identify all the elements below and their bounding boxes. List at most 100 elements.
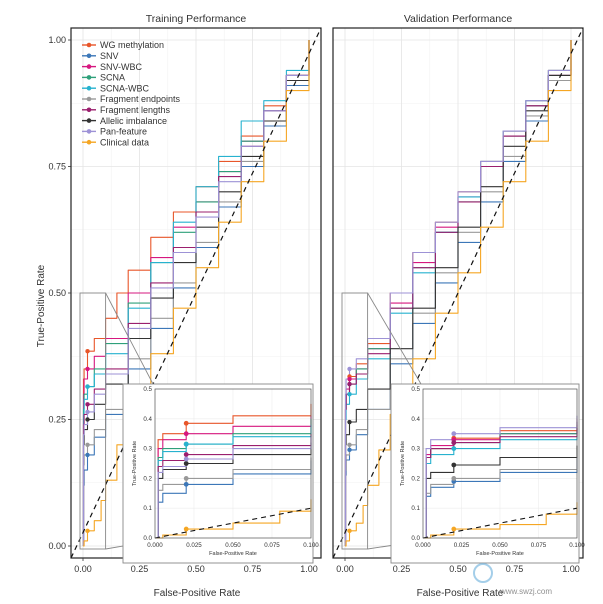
watermark: www.swzj.com: [473, 563, 552, 596]
watermark-icon: [473, 563, 493, 583]
inset-x-tick-label: 0.050: [492, 542, 508, 549]
panel-training: Training Performance 0.00 0.25 0.50 0.75 1.00…: [48, 13, 322, 574]
legend-label: Allelic imbalance: [100, 116, 167, 126]
legend-item: Pan-feature: [82, 127, 147, 137]
legend-label: SCNA: [100, 73, 125, 83]
inset-x-tick-label: 0.075: [264, 542, 280, 549]
operating-point: [85, 528, 90, 534]
inset-x-tick-label: 0.025: [186, 542, 202, 549]
inset-x-tick-label: 0.100: [569, 542, 585, 549]
legend: WG methylationSNVSNV-WBCSCNASCNA-WBCFrag…: [82, 40, 181, 147]
operating-point: [347, 366, 352, 372]
x-tick-label: 0.75: [244, 564, 262, 574]
panel-validation: Validation Performance 0.00 0.25 0.50 0.75 1.…: [332, 13, 585, 574]
inset-x-tick-label: 0.050: [225, 542, 241, 549]
legend-label: WG methylation: [100, 40, 164, 50]
x-axis-title-validation: False-Positive Rate: [417, 588, 504, 599]
y-axis-title: True-Positive Rate: [36, 264, 47, 347]
watermark-text: www.swzj.com: [499, 587, 552, 596]
inset-y-tick-label: 0.1: [411, 505, 420, 512]
inset-frame: [422, 388, 578, 539]
legend-item: SNV: [82, 51, 119, 61]
inset-y-tick-label: 0.5: [143, 386, 152, 393]
inset-curve-clinical-data: [423, 502, 578, 539]
legend-swatch-dot: [86, 85, 92, 91]
inset-operating-point: [183, 476, 189, 481]
x-tick-label: 1.00: [300, 564, 318, 574]
y-tick-label: 0.75: [48, 162, 66, 172]
inset-zoom: 0.000 0.025 0.050 0.075 0.100 0.0 0.1 0.2 0.3 0.4…: [122, 383, 319, 564]
inset-y-tick-label: 0.0: [411, 535, 420, 542]
y-tick-label: 0.50: [48, 288, 66, 298]
inset-operating-point: [183, 452, 189, 457]
y-tick-label: 0.25: [48, 415, 66, 425]
legend-label: SNV-WBC: [100, 62, 143, 72]
inset-x-tick-label: 0.025: [454, 542, 470, 549]
legend-item: Fragment endpoints: [82, 94, 181, 104]
operating-point: [85, 366, 90, 372]
inset-y-tick-label: 0.3: [411, 446, 420, 453]
inset-y-tick-label: 0.5: [411, 386, 420, 393]
operating-point: [85, 384, 90, 389]
inset-operating-point: [183, 526, 189, 532]
inset-x-axis-title: False-Positive Rate: [209, 551, 257, 557]
legend-item: SCNA-WBC: [82, 83, 149, 93]
operating-point: [347, 392, 352, 397]
zoom-connector: [105, 292, 154, 385]
operating-point: [347, 419, 352, 425]
operating-point: [347, 381, 352, 387]
operating-point: [347, 376, 352, 382]
operating-point: [347, 442, 352, 447]
inset-y-tick-label: 0.4: [411, 416, 420, 423]
inset-operating-point: [183, 456, 189, 462]
legend-label: SCNA-WBC: [100, 83, 149, 93]
x-tick-label: 0.50: [187, 564, 205, 574]
inset-reference-diagonal: [422, 507, 578, 539]
legend-item: SNV-WBC: [82, 62, 143, 72]
legend-swatch-dot: [86, 64, 92, 69]
legend-item: Allelic imbalance: [82, 116, 167, 126]
reference-diagonal: [332, 27, 584, 559]
roc-curve-allelic-imbalance: [344, 40, 572, 547]
legend-label: SNV: [100, 51, 119, 61]
panel-title: Training Performance: [146, 13, 247, 25]
operating-point: [347, 528, 352, 534]
inset-operating-point: [183, 441, 189, 447]
inset-zoom: 0.000 0.025 0.050 0.075 0.100 0.0 0.1 0.2 0.3 0.4…: [390, 383, 585, 564]
legend-swatch-dot: [86, 42, 92, 48]
zoom-connector: [367, 292, 422, 385]
y-tick-label: 1.00: [48, 35, 66, 45]
inset-operating-point: [451, 462, 457, 468]
x-tick-label: 0.00: [336, 564, 354, 574]
legend-swatch-dot: [86, 53, 92, 59]
x-axis-title-training: False-Positive Rate: [154, 588, 241, 599]
roc-curve-pan-feature: [82, 40, 310, 547]
zoom-region-box: [341, 292, 369, 550]
operating-point: [85, 452, 90, 458]
legend-label: Fragment lengths: [100, 105, 171, 115]
inset-operating-point: [183, 461, 189, 466]
operating-point: [85, 348, 90, 354]
inset-operating-point: [183, 420, 189, 426]
inset-y-tick-label: 0.2: [411, 475, 420, 482]
inset-x-axis-title: False-Positive Rate: [476, 551, 524, 557]
inset-operating-point: [451, 476, 457, 481]
inset-y-tick-label: 0.0: [143, 535, 152, 542]
zoom-region-box: [79, 292, 107, 550]
operating-point: [85, 442, 90, 447]
inset-frame: [154, 388, 312, 539]
inset-operating-point: [451, 526, 457, 532]
y-tick-label: 0.00: [48, 541, 66, 551]
operating-point: [85, 409, 90, 415]
x-tick-label: 0.75: [506, 564, 524, 574]
inset-curve-pan-feature: [155, 436, 312, 539]
x-tick-label: 0.25: [131, 564, 149, 574]
inset-curve-clinical-data: [155, 499, 312, 539]
legend-swatch-dot: [86, 107, 92, 113]
inset-y-tick-label: 0.1: [143, 505, 152, 512]
legend-item: Clinical data: [82, 137, 149, 147]
inset-x-tick-label: 0.075: [531, 542, 547, 549]
x-tick-label: 0.25: [393, 564, 411, 574]
inset-y-tick-label: 0.4: [143, 416, 152, 423]
